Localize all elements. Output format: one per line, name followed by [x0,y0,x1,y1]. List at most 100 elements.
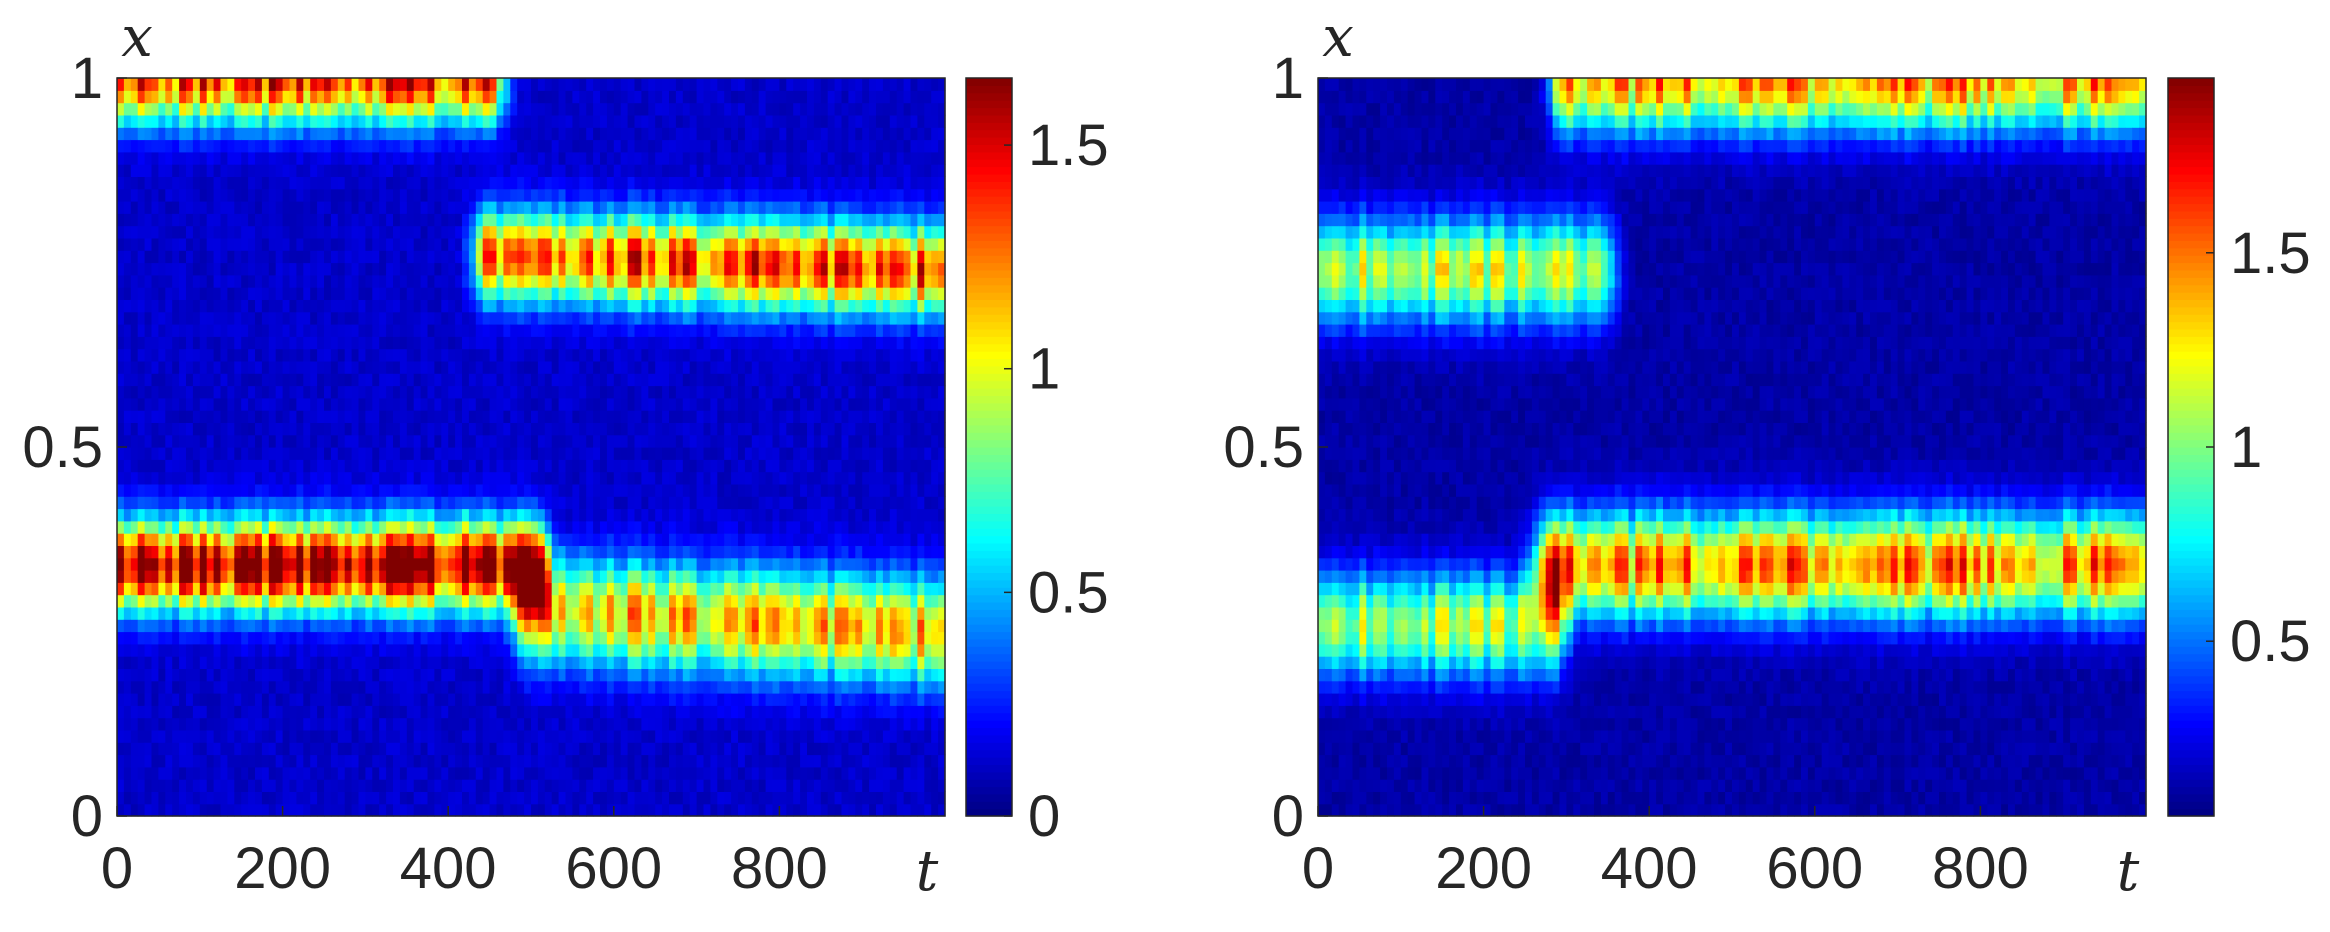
heatmap-cell [579,459,587,473]
heatmap-cell [358,385,366,399]
heatmap-cell [655,582,663,596]
heatmap-cell [531,114,539,128]
heatmap-cell [406,619,415,633]
heatmap-cell [192,557,201,571]
heatmap-cell [130,643,139,657]
heatmap-cell [434,201,442,214]
heatmap-cell [586,459,594,473]
heatmap-cell [669,324,677,337]
heatmap-cell [620,262,629,276]
heatmap-cell [669,520,677,534]
heatmap-cell [137,151,146,165]
heatmap-cell [372,151,380,165]
heatmap-cell [386,508,394,522]
heatmap-cell [558,705,567,719]
heatmap-cell [123,237,132,251]
heatmap-cell [600,483,608,497]
heatmap-cell [475,545,484,559]
heatmap-cell [117,299,125,313]
heatmap-cell [241,127,249,141]
heatmap-cell [586,127,594,141]
heatmap-cell [330,471,339,485]
heatmap-cell [675,139,684,153]
heatmap-cell [496,336,504,350]
heatmap-cell [261,188,270,202]
heatmap-cell [420,570,429,583]
heatmap-cell [675,803,684,817]
heatmap-cell [682,176,691,190]
heatmap-cell [406,779,415,792]
heatmap-cell [344,791,353,805]
heatmap-cell [117,656,125,669]
heatmap-cell [344,385,353,399]
heatmap-cell [379,250,387,264]
heatmap-cell [682,705,691,719]
heatmap-cell [448,606,456,620]
heatmap-cell [427,311,435,325]
heatmap-cell [303,299,311,313]
heatmap-cell [468,717,477,731]
heatmap-cell [282,151,291,165]
heatmap-cell [482,151,491,165]
heatmap-cell [517,151,525,165]
heatmap-cell [317,606,325,620]
heatmap-cell [151,237,159,251]
heatmap-cell [123,360,132,374]
heatmap-cell [310,447,318,460]
heatmap-cell [524,508,532,522]
heatmap-cell [234,459,242,473]
heatmap-cell [282,213,291,227]
heatmap-cell [551,717,560,731]
heatmap-cell [158,151,166,165]
heatmap-cell [586,311,594,325]
heatmap-cell [655,151,663,165]
heatmap-cell [123,545,132,559]
heatmap-cell [558,250,567,264]
heatmap-cell [565,422,573,436]
heatmap-cell [406,274,415,288]
heatmap-cell [468,127,477,141]
heatmap-cell [372,533,380,546]
heatmap-cell [448,496,456,510]
heatmap-cell [386,668,394,682]
heatmap-cell [344,779,353,792]
heatmap-cell [220,705,228,719]
heatmap-cell [117,766,125,780]
heatmap-cell [317,520,325,534]
heatmap-cell [475,201,484,214]
heatmap-cell [199,360,208,374]
heatmap-cell [303,545,311,559]
heatmap-cell [296,779,304,792]
heatmap-cell [441,693,449,706]
heatmap-cell [372,176,380,190]
heatmap-cell [344,299,353,313]
heatmap-cell [427,606,435,620]
heatmap-cell [448,397,456,411]
heatmap-cell [413,324,422,337]
heatmap-cell [593,656,601,669]
heatmap-cell [455,90,463,104]
heatmap-cell [462,742,470,756]
heatmap-cell [282,324,291,337]
heatmap-cell [165,250,173,264]
heatmap-cell [158,262,166,276]
heatmap-cell [337,754,346,768]
heatmap-cell [675,606,684,620]
heatmap-cell [531,619,539,633]
heatmap-cell [510,151,518,165]
heatmap-cell [648,656,656,669]
heatmap-cell [372,225,380,239]
heatmap-cell [344,533,353,546]
heatmap-cell [544,78,553,91]
heatmap-cell [462,225,470,239]
heatmap-cell [275,606,284,620]
heatmap-cell [317,631,325,645]
heatmap-cell [179,705,187,719]
heatmap-cell [241,336,249,350]
heatmap-cell [517,287,525,300]
heatmap-cell [289,139,297,153]
heatmap-cell [544,619,553,633]
heatmap-cell [551,803,560,817]
heatmap-cell [386,151,394,165]
heatmap-cell [275,729,284,743]
